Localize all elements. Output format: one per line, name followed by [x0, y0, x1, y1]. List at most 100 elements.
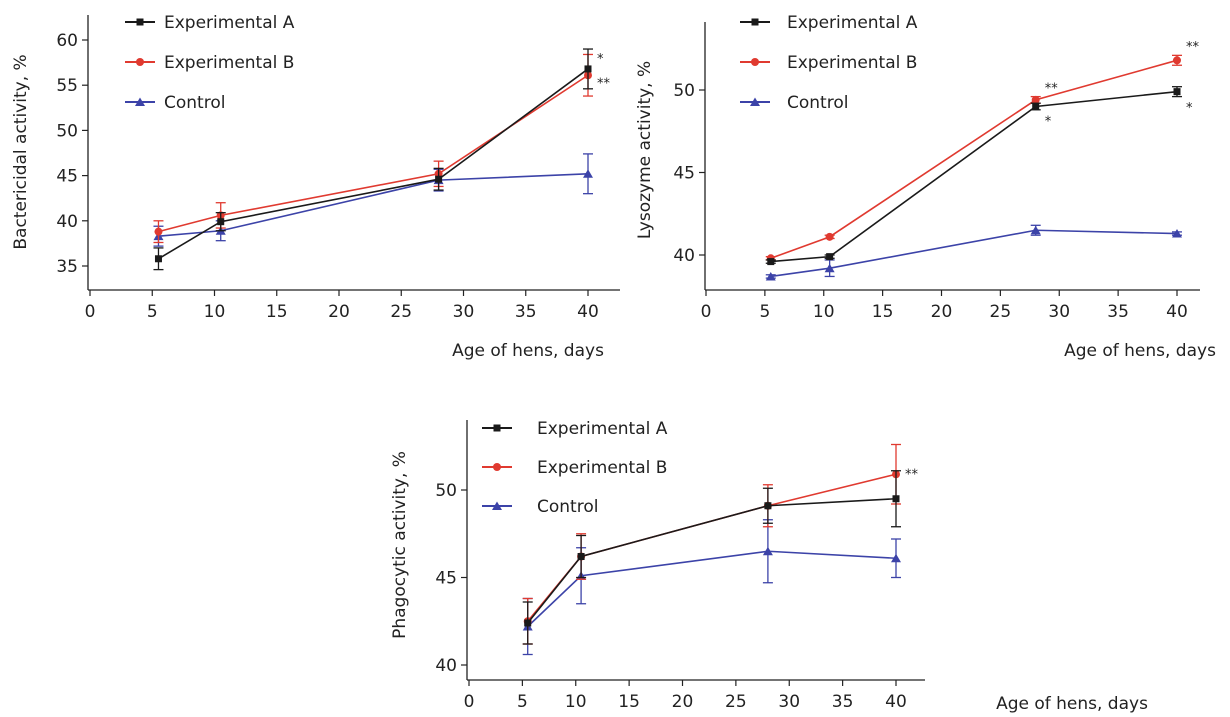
legend: Experimental A Experimental B Control: [740, 13, 918, 113]
x-axis-label: Age of hens, days: [1064, 341, 1216, 361]
x-tick-label: 40: [885, 692, 907, 712]
legend-item-control: Control: [482, 497, 598, 517]
x-tick-label: 10: [204, 302, 226, 322]
x-tick-label: 25: [390, 302, 412, 322]
x-tick-label: 30: [453, 302, 475, 322]
chart-phagocytic: 0 5 10 15 20 25 30 35 40 40 45 50 ** Phagocytic act…: [390, 419, 1148, 714]
x-tick-label: 25: [990, 302, 1012, 322]
x-tick-label: 5: [759, 302, 770, 322]
y-tick-label: 40: [673, 246, 695, 266]
circle-marker-icon: [136, 58, 144, 66]
data-point: [1030, 225, 1041, 235]
y-tick-label: 45: [673, 164, 695, 184]
x-axis-label: Age of hens, days: [996, 694, 1148, 714]
data-point: [1031, 95, 1040, 104]
circle-marker-icon: [493, 463, 501, 471]
data-point: [435, 175, 443, 183]
data-point: [1032, 103, 1040, 110]
data-point: [583, 169, 593, 178]
triangle-marker-icon: [492, 501, 502, 510]
y-axis-label: Phagocytic activity, %: [390, 451, 410, 639]
data-point: [762, 546, 773, 556]
significance-label: *: [1186, 101, 1193, 116]
x-tick-label: 15: [618, 692, 640, 712]
series-experimental-a: [522, 470, 901, 645]
y-axis-label: Bactericidal activity, %: [11, 54, 31, 249]
x-tick-label: 25: [725, 692, 747, 712]
x-tick-label: 30: [1048, 302, 1070, 322]
series-line: [770, 90, 1178, 263]
x-tick-label: 35: [832, 692, 854, 712]
legend-label: Experimental A: [164, 13, 295, 33]
x-tick-label: 20: [931, 302, 953, 322]
series-line: [158, 172, 589, 237]
circle-marker-icon: [751, 58, 759, 66]
legend-item-experimental-a: Experimental A: [740, 13, 918, 33]
legend-label: Control: [537, 497, 598, 517]
significance-label: **: [905, 467, 919, 482]
y-tick-label: 50: [435, 481, 457, 501]
data-point: [891, 553, 901, 563]
y-tick-label: 45: [435, 569, 457, 589]
x-tick-label: 0: [464, 692, 475, 712]
series-line: [527, 497, 897, 624]
series-line: [770, 229, 1178, 278]
legend-item-control: Control: [740, 93, 848, 113]
legend-item-experimental-b: Experimental B: [740, 53, 917, 73]
significance-label: **: [597, 76, 611, 91]
legend: Experimental A Experimental B Control: [125, 13, 295, 113]
square-marker-icon: [493, 424, 501, 432]
data-point: [524, 619, 532, 627]
x-tick-label: 15: [266, 302, 288, 322]
significance-label: **: [1186, 40, 1200, 55]
legend-item-experimental-b: Experimental B: [125, 53, 294, 73]
significance-label: *: [597, 52, 604, 67]
x-tick-label: 20: [672, 692, 694, 712]
data-point: [892, 495, 900, 503]
x-tick-label: 5: [147, 302, 158, 322]
square-marker-icon: [751, 18, 759, 26]
data-point: [154, 255, 162, 263]
series-line: [527, 550, 897, 628]
legend-label: Experimental A: [537, 419, 668, 439]
data-point: [825, 232, 834, 241]
series-experimental-a: [153, 48, 593, 271]
y-axis-label: Lysozyme activity, %: [635, 61, 655, 239]
legend-label: Experimental A: [787, 13, 918, 33]
x-tick-label: 35: [1107, 302, 1129, 322]
data-point: [584, 65, 592, 73]
x-tick-label: 30: [778, 692, 800, 712]
y-tick-label: 45: [56, 167, 78, 187]
series-experimental-a: [765, 86, 1182, 266]
x-tick-label: 0: [85, 302, 96, 322]
data-point: [1172, 229, 1182, 238]
data-point: [765, 271, 776, 281]
x-axis-label: Age of hens, days: [452, 341, 604, 361]
legend-item-experimental-a: Experimental A: [482, 419, 668, 439]
legend-label: Experimental B: [164, 53, 294, 73]
x-tick-label: 15: [872, 302, 894, 322]
series-experimental-b: [153, 53, 593, 244]
y-tick-label: 35: [56, 257, 78, 277]
data-point: [1173, 88, 1181, 96]
legend-label: Control: [787, 93, 848, 113]
significance-label: *: [1045, 114, 1052, 129]
legend-label: Control: [164, 93, 225, 113]
triangle-marker-icon: [750, 97, 760, 106]
series-experimental-b: [765, 54, 1182, 263]
square-marker-icon: [136, 18, 144, 26]
x-tick-label: 10: [565, 692, 587, 712]
data-point: [1173, 56, 1181, 65]
legend-item-experimental-b: Experimental B: [482, 458, 667, 478]
legend-label: Experimental B: [787, 53, 917, 73]
y-tick-label: 50: [56, 121, 78, 141]
legend-item-control: Control: [125, 93, 225, 113]
data-point: [767, 258, 775, 266]
y-tick-label: 40: [435, 656, 457, 676]
legend: Experimental A Experimental B Control: [482, 419, 668, 517]
series-control: [765, 224, 1182, 281]
x-tick-label: 40: [1166, 302, 1188, 322]
